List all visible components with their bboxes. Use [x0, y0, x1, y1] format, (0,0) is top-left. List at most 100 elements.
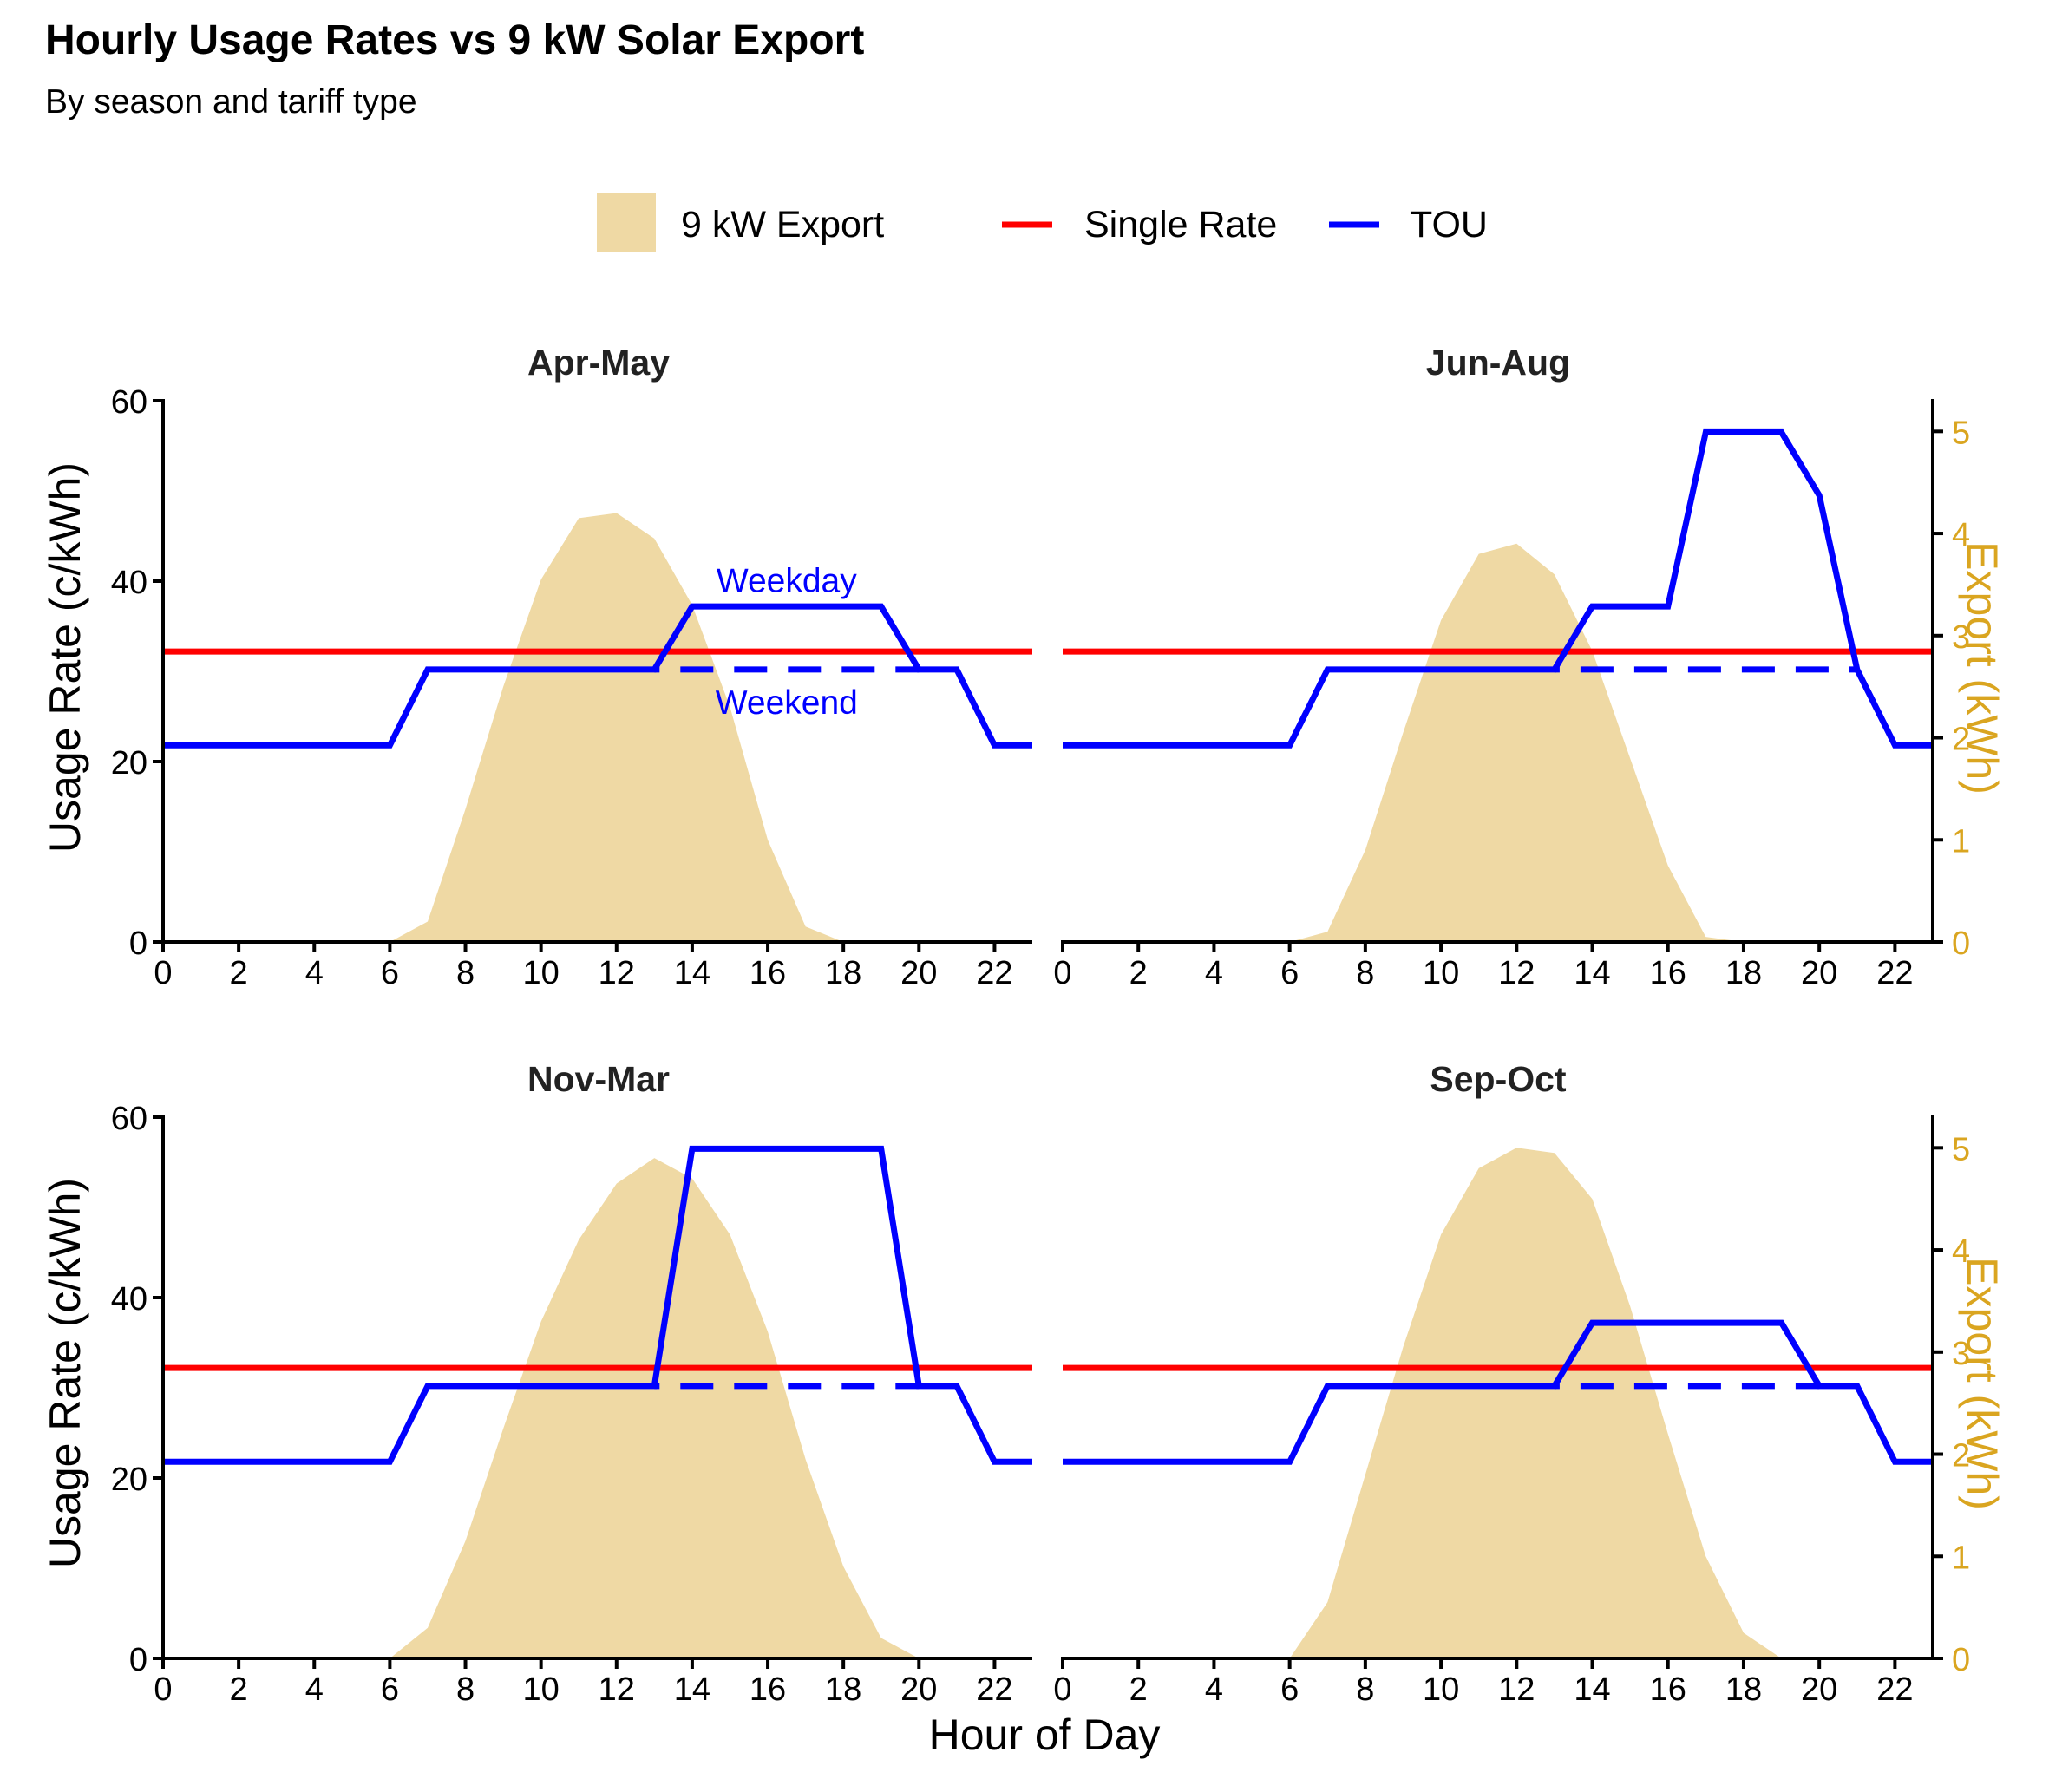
x-tick-label: 12	[1498, 955, 1535, 991]
x-tick-label: 14	[674, 955, 710, 991]
y2-tick-label: 2	[1952, 1438, 1970, 1475]
x-tick-label: 4	[305, 1671, 324, 1708]
x-tick-label: 6	[381, 955, 399, 991]
x-tick-label: 2	[230, 955, 248, 991]
x-tick-label: 4	[1205, 955, 1223, 991]
legend-swatch-export	[597, 193, 656, 252]
export-area	[163, 513, 1032, 942]
y2-tick-label: 4	[1952, 517, 1970, 553]
panel-title: Sep-Oct	[1430, 1059, 1567, 1099]
x-tick-label: 14	[1574, 955, 1610, 991]
legend-label-tou: TOU	[1410, 204, 1488, 245]
panel-title: Jun-Aug	[1426, 343, 1570, 383]
export-area	[163, 1158, 1032, 1658]
x-tick-label: 0	[1053, 955, 1071, 991]
annotation-weekend: Weekend	[716, 684, 858, 722]
x-tick-label: 22	[1876, 1671, 1913, 1708]
y2-tick-label: 3	[1952, 1336, 1970, 1372]
x-tick-label: 2	[230, 1671, 248, 1708]
panel-title: Apr-May	[527, 343, 670, 383]
x-tick-label: 16	[1650, 955, 1686, 991]
x-tick-label: 16	[750, 1671, 786, 1708]
x-tick-label: 4	[305, 955, 324, 991]
x-tick-label: 10	[1423, 955, 1459, 991]
x-tick-label: 14	[1574, 1671, 1610, 1708]
x-tick-label: 14	[674, 1671, 710, 1708]
legend-label-export: 9 kW Export	[681, 204, 884, 245]
legend: 9 kW Export Single Rate TOU	[597, 193, 1488, 252]
panel-nov-mar: Nov-Mar 0 2 4 6 8 10 12 14 16 18 20 22 0 20 40 60	[111, 1059, 1032, 1708]
x-tick-label: 16	[1650, 1671, 1686, 1708]
x-tick-label: 2	[1129, 955, 1148, 991]
x-tick-label: 0	[154, 1671, 172, 1708]
x-tick-label: 18	[1725, 1671, 1762, 1708]
x-tick-label: 8	[1356, 955, 1374, 991]
x-tick-label: 8	[1356, 1671, 1374, 1708]
x-tick-label: 22	[1876, 955, 1913, 991]
y-tick-label: 0	[129, 925, 147, 962]
x-tick-label: 12	[599, 955, 635, 991]
x-tick-label: 20	[1801, 955, 1837, 991]
y-tick-label: 0	[129, 1642, 147, 1678]
x-tick-label: 6	[1280, 955, 1299, 991]
y-tick-label: 20	[111, 1462, 147, 1498]
x-tick-label: 12	[1498, 1671, 1535, 1708]
legend-label-single-rate: Single Rate	[1084, 204, 1277, 245]
annotation-weekday: Weekday	[717, 562, 857, 599]
y2-tick-label: 3	[1952, 619, 1970, 656]
export-area	[1063, 1148, 1933, 1658]
x-tick-label: 22	[976, 955, 1012, 991]
y2-tick-label: 1	[1952, 1540, 1970, 1576]
x-tick-label: 22	[976, 1671, 1012, 1708]
y2-tick-label: 0	[1952, 1642, 1970, 1678]
y2-tick-label: 0	[1952, 925, 1970, 962]
y2-axis-label-top: Export (kWh)	[1958, 541, 2006, 795]
x-tick-label: 20	[1801, 1671, 1837, 1708]
tou-weekday-line	[163, 1145, 1032, 1465]
x-tick-label: 0	[1053, 1671, 1071, 1708]
y2-tick-label: 1	[1952, 823, 1970, 860]
y2-axis-label-bottom: Export (kWh)	[1958, 1257, 2006, 1510]
x-tick-label: 8	[456, 955, 475, 991]
x-tick-label: 18	[1725, 955, 1762, 991]
y-tick-label: 60	[111, 384, 147, 421]
panel-apr-may: Apr-May 0 2 4 6 8 10 12 14 16 18 20 22 0 20 40 60 Weekday…	[111, 343, 1032, 991]
y-tick-label: 40	[111, 565, 147, 601]
y2-tick-label: 5	[1952, 1131, 1970, 1167]
x-axis-label: Hour of Day	[929, 1710, 1161, 1759]
x-tick-label: 20	[900, 955, 937, 991]
y-tick-label: 20	[111, 745, 147, 782]
x-tick-label: 2	[1129, 1671, 1148, 1708]
panel-title: Nov-Mar	[527, 1059, 670, 1099]
chart-title: Hourly Usage Rates vs 9 kW Solar Export	[45, 17, 864, 63]
y-tick-label: 60	[111, 1101, 147, 1137]
x-tick-label: 20	[900, 1671, 937, 1708]
y-axis-label-bottom: Usage Rate (c/kWh)	[41, 1178, 89, 1568]
x-tick-label: 8	[456, 1671, 475, 1708]
x-tick-label: 4	[1205, 1671, 1223, 1708]
export-area	[1063, 543, 1933, 942]
x-tick-label: 6	[381, 1671, 399, 1708]
y2-tick-label: 4	[1952, 1233, 1970, 1270]
x-tick-label: 10	[1423, 1671, 1459, 1708]
x-tick-label: 10	[523, 955, 560, 991]
x-tick-label: 10	[523, 1671, 560, 1708]
tou-weekday-line	[1063, 1319, 1933, 1465]
tou-weekday-line	[163, 603, 1032, 749]
x-tick-label: 6	[1280, 1671, 1299, 1708]
x-tick-label: 16	[750, 955, 786, 991]
y2-tick-label: 5	[1952, 415, 1970, 451]
y2-tick-label: 2	[1952, 722, 1970, 758]
x-tick-label: 0	[154, 955, 172, 991]
y-axis-label-top: Usage Rate (c/kWh)	[41, 462, 89, 853]
x-tick-label: 18	[825, 955, 861, 991]
tou-weekday-line	[1063, 428, 1933, 749]
y-tick-label: 40	[111, 1281, 147, 1318]
chart-subtitle: By season and tariff type	[45, 83, 417, 121]
x-tick-label: 12	[599, 1671, 635, 1708]
x-tick-label: 18	[825, 1671, 861, 1708]
